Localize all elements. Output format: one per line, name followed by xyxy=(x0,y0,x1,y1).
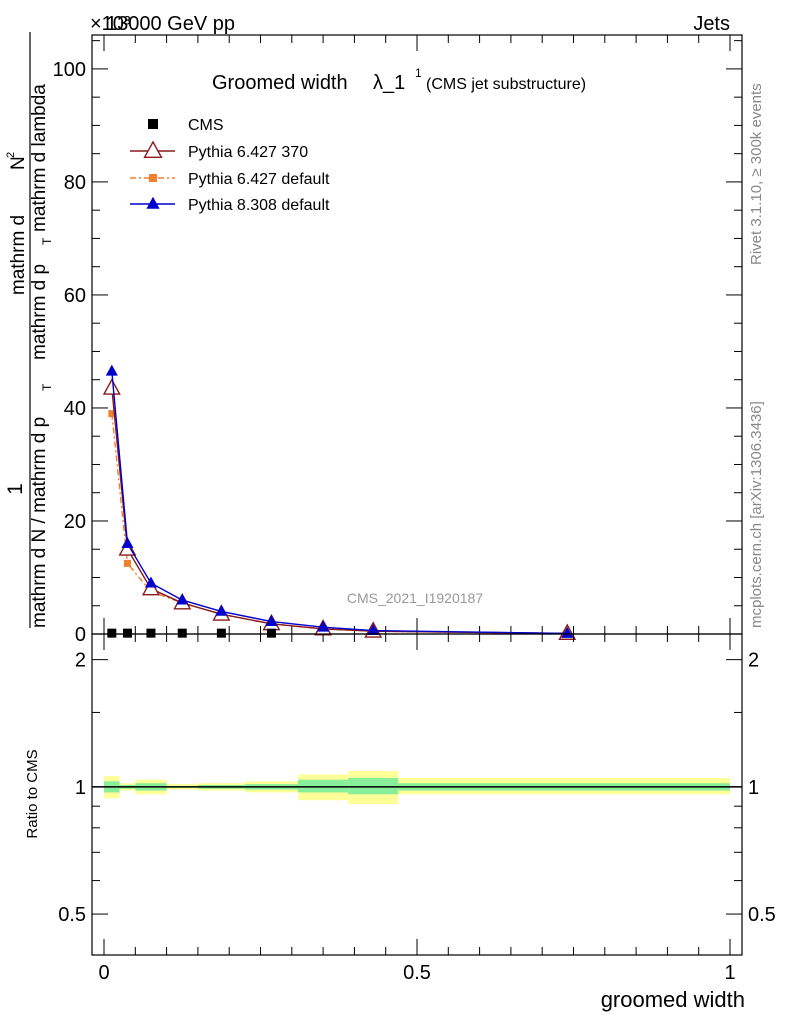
data-point-py8_default xyxy=(265,614,278,626)
legend-marker-py6_default xyxy=(149,174,157,182)
rivet-label: Rivet 3.1.10, ≥ 300k events xyxy=(748,83,765,265)
ratio-ytick-label: 2 xyxy=(75,650,86,672)
title-lambda: λ_1 xyxy=(373,72,405,94)
energy-label: 13000 GeV pp xyxy=(106,13,235,35)
data-point-cms xyxy=(146,628,156,638)
data-point-cms xyxy=(216,628,226,638)
ylabel-numer-bot: mathrm d xyxy=(8,215,29,295)
legend-label-py6_default: Pythia 6.427 default xyxy=(188,171,330,188)
main-ylabel: 1 mathrm d N 2 mathrm d N / mathrm d p T… xyxy=(4,32,54,628)
data-point-cms xyxy=(177,628,187,638)
ylabel-rest: mathrm d p xyxy=(29,264,50,360)
ylabel-one: 1 xyxy=(4,483,27,495)
data-point-py6_default xyxy=(108,410,116,418)
main-ytick-label: 0 xyxy=(75,624,86,646)
plot-title: Groomed width λ_1 1 (CMS jet substructur… xyxy=(212,66,586,94)
legend-label-py8_default: Pythia 8.308 default xyxy=(188,197,330,214)
ratio-ytick-label-right: 1 xyxy=(748,777,759,799)
data-point-py8_default xyxy=(144,576,157,588)
legend-marker-py8_default xyxy=(146,196,160,209)
analysis-watermark: CMS_2021_I1920187 xyxy=(347,590,483,606)
data-point-py8_default xyxy=(367,624,380,636)
ratio-ytick-label-right: 2 xyxy=(748,650,759,672)
x-axis-label: groomed width xyxy=(601,987,745,1012)
main-ytick-label: 20 xyxy=(64,511,86,533)
ylabel-rest-sub: T xyxy=(40,237,54,245)
ratio-xtick-label: 0.5 xyxy=(403,962,431,984)
main-ytick-label: 40 xyxy=(64,398,86,420)
main-ytick-label: 80 xyxy=(64,172,86,194)
data-point-py8_default xyxy=(105,364,118,376)
data-point-py8_default xyxy=(215,604,228,616)
legend-marker-cms xyxy=(148,119,158,129)
ylabel-numer-exp: 2 xyxy=(5,152,17,158)
ratio-ytick-label: 0.5 xyxy=(58,904,86,926)
title-sub: (CMS jet substructure) xyxy=(426,76,586,93)
ylabel-rest2: mathrm d lambda xyxy=(29,84,50,232)
data-point-cms xyxy=(266,628,276,638)
ratio-xtick-label: 0 xyxy=(98,962,109,984)
ratio-ylabel: Ratio to CMS xyxy=(24,749,41,838)
legend-marker-py6_370 xyxy=(143,140,163,159)
legend-label-py6_370: Pythia 6.427 370 xyxy=(188,144,308,161)
data-point-py8_default xyxy=(176,593,189,605)
data-point-py8_default xyxy=(121,536,134,548)
ratio-panel: 0 0.5 1 0.5 0.5 1 1 2 2 xyxy=(58,633,776,984)
exponent-label: ×10³ xyxy=(90,13,131,35)
legend: CMS Pythia 6.427 370 Pythia 6.427 default P… xyxy=(130,117,330,214)
data-point-cms xyxy=(107,628,117,638)
ratio-xtick-label: 1 xyxy=(724,962,735,984)
data-point-py8_default xyxy=(561,626,574,638)
mcplots-label: mcplots.cern.ch [arXiv:1306.3436] xyxy=(748,401,765,628)
title-sup: 1 xyxy=(415,66,422,80)
ratio-band-green xyxy=(298,779,349,793)
data-point-py8_default xyxy=(317,620,330,632)
legend-label-cms: CMS xyxy=(188,117,224,134)
data-point-cms xyxy=(122,628,132,638)
title-main: Groomed width xyxy=(212,72,348,94)
ratio-ytick-label-right: 0.5 xyxy=(748,904,776,926)
main-ytick-label: 60 xyxy=(64,285,86,307)
data-point-py6_370 xyxy=(102,378,121,395)
ratio-frame xyxy=(91,633,743,956)
process-label: Jets xyxy=(693,13,730,35)
main-ytick-label: 100 xyxy=(53,59,86,81)
ratio-ytick-label: 1 xyxy=(75,777,86,799)
ylabel-denom: mathrm d N / mathrm d p xyxy=(29,417,50,628)
series-line-py6_370 xyxy=(111,388,568,635)
ylabel-denom-sub: T xyxy=(40,383,54,391)
data-point-py6_default xyxy=(123,559,131,567)
series-line-py8_default xyxy=(111,371,568,635)
ylabel-numer-top: N xyxy=(8,156,29,170)
